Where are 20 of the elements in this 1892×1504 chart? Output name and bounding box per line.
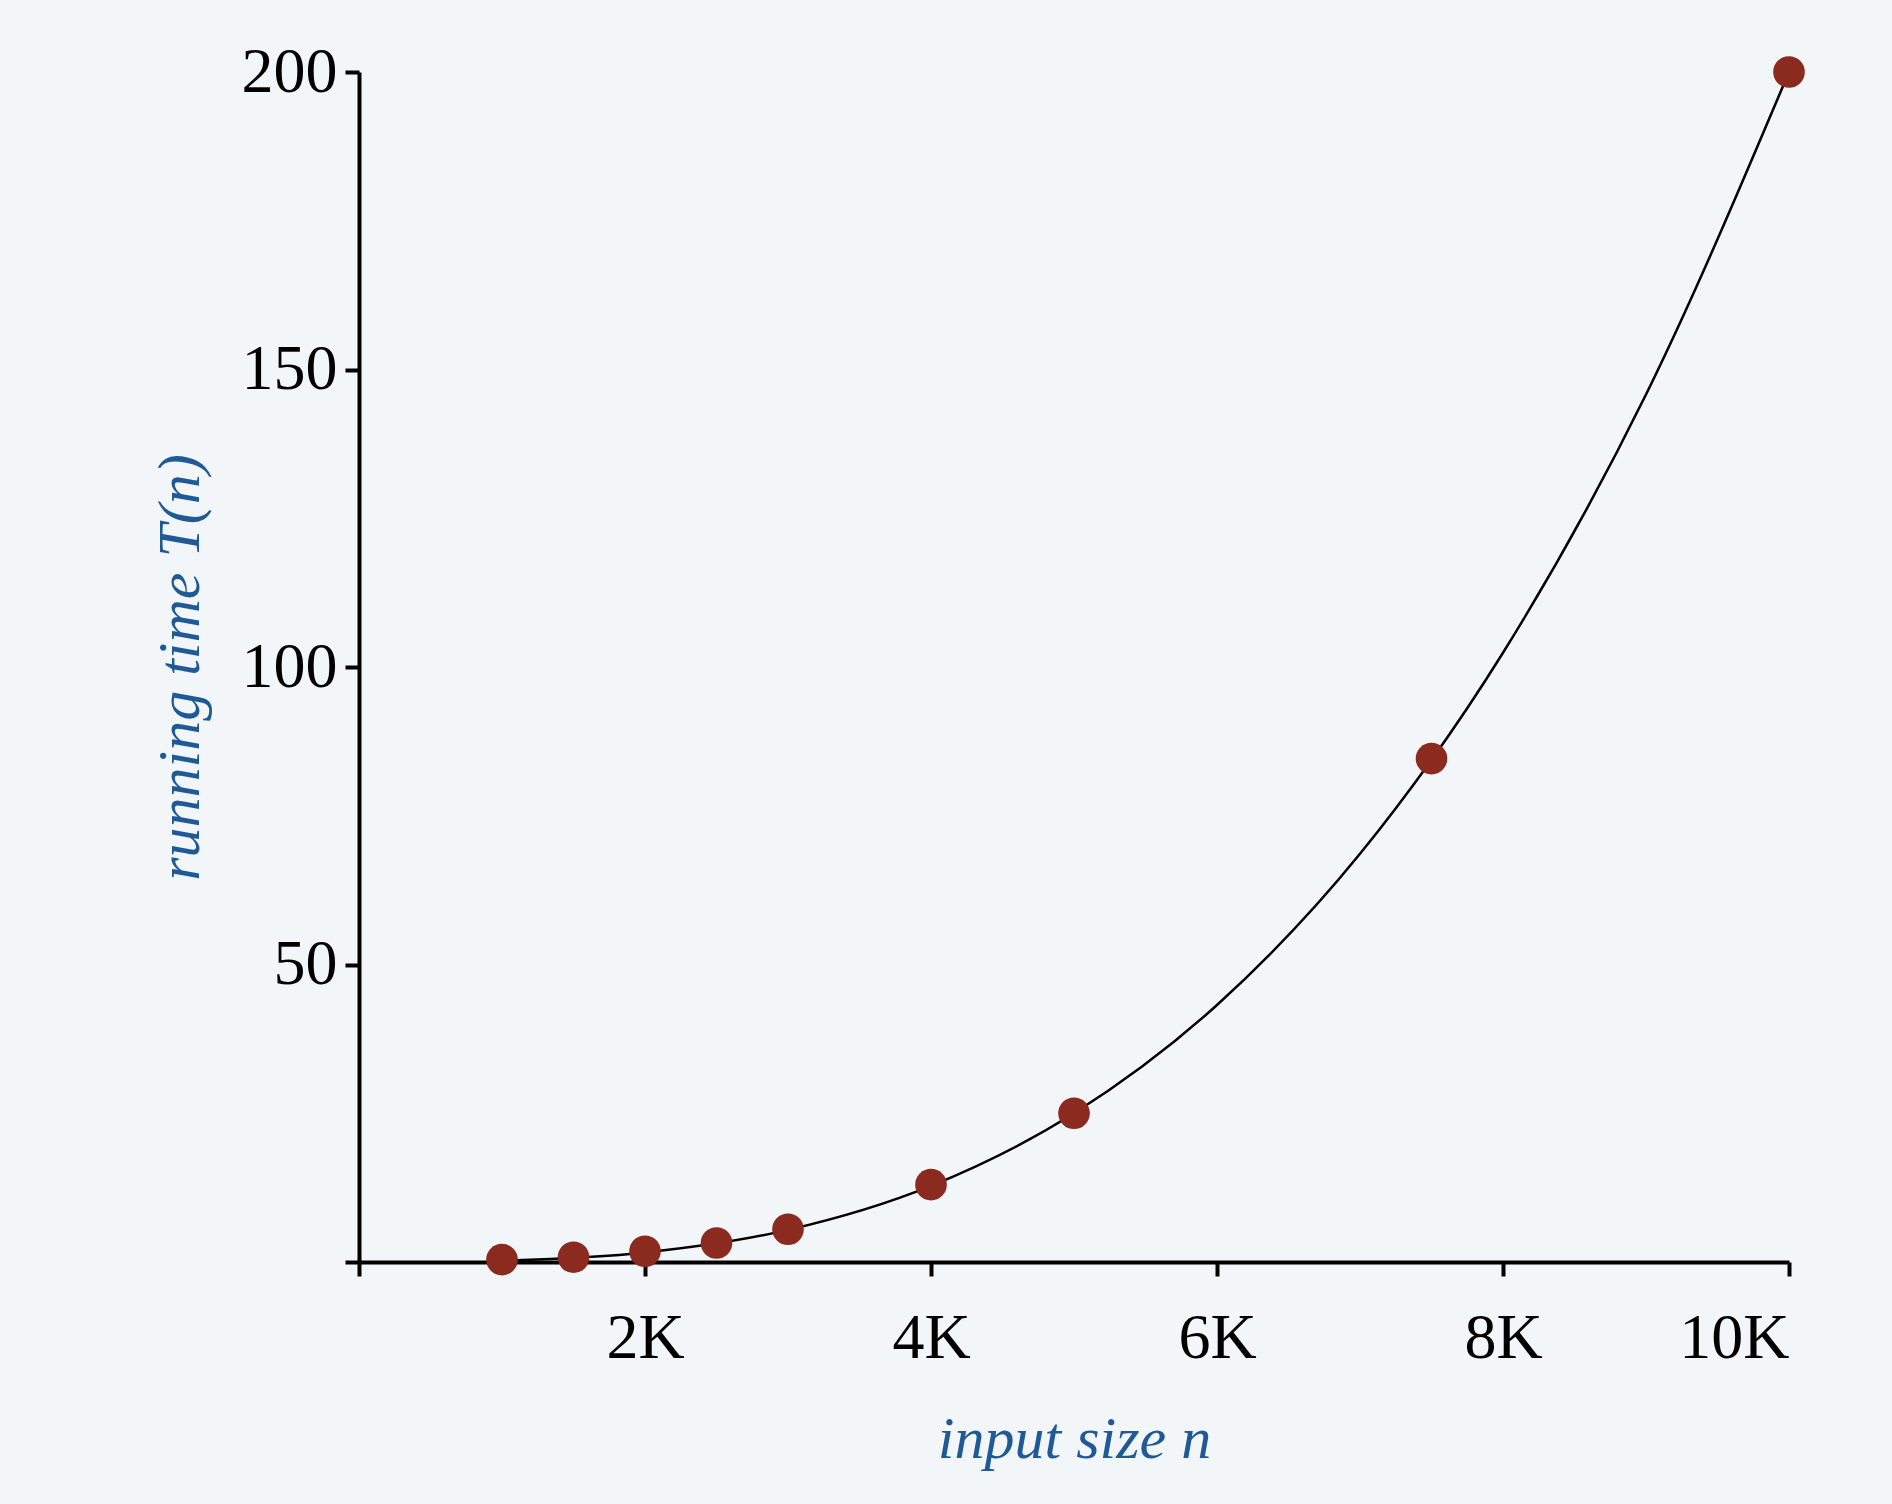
- x-tick-label: 10K: [1679, 1300, 1790, 1372]
- point: [486, 1243, 518, 1276]
- point: [1058, 1097, 1090, 1130]
- y-tick-label: 150: [241, 332, 338, 403]
- point: [1773, 56, 1805, 88]
- point: [1415, 742, 1448, 775]
- y-tick-label: 100: [241, 629, 338, 701]
- x-tick-label: 4K: [892, 1300, 971, 1372]
- y-tick-label: 50: [273, 927, 338, 998]
- y-axis-title: running time T(n): [145, 454, 212, 881]
- x-tick-label: 8K: [1464, 1300, 1543, 1372]
- point: [772, 1213, 804, 1246]
- x-tick-label: 6K: [1178, 1300, 1257, 1372]
- point: [915, 1168, 947, 1201]
- point: [700, 1227, 733, 1259]
- x-tick-label: 2K: [606, 1300, 685, 1372]
- point: [629, 1235, 661, 1268]
- point: [557, 1241, 590, 1274]
- y-tick-label: 200: [241, 34, 338, 106]
- x-axis-title: input size n: [937, 1404, 1212, 1471]
